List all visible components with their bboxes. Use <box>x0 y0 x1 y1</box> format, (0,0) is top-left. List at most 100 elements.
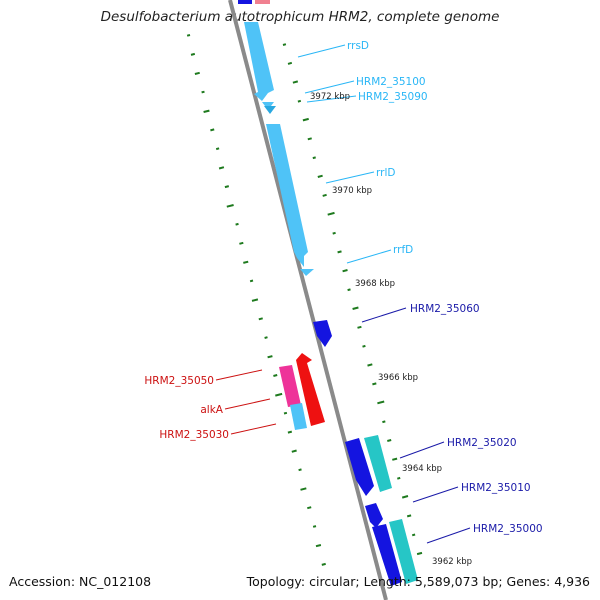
gc-tick <box>372 382 377 386</box>
label-hrm2_35010[interactable]: HRM2_35010 <box>461 482 531 494</box>
gc-tick <box>327 211 335 216</box>
label-rrfD[interactable]: rrfD <box>393 244 413 256</box>
gene-hrm2_35000[interactable] <box>372 524 402 586</box>
gc-tick <box>194 71 200 75</box>
gc-tick <box>249 279 254 283</box>
gc-tick <box>283 411 288 415</box>
gc-tick <box>243 260 249 264</box>
label-hrm2_35060[interactable]: HRM2_35060 <box>410 303 480 315</box>
gene-hrm2_35020-paired[interactable] <box>364 435 392 492</box>
gc-tick <box>203 109 210 113</box>
leader-hrm2_35060 <box>361 307 407 323</box>
gc-tick <box>251 298 259 302</box>
scale-label-3970: 3970 kbp <box>332 186 372 196</box>
gene-rrsD[interactable] <box>244 22 274 101</box>
gc-tick <box>298 468 302 472</box>
gc-tick <box>307 506 312 510</box>
leader-hrm2_35020 <box>399 441 445 459</box>
gc-tick <box>226 204 234 208</box>
genome-backbone <box>228 0 388 600</box>
gc-tick <box>392 457 398 461</box>
gene-alkA[interactable] <box>296 353 325 426</box>
gc-tick <box>312 156 316 160</box>
gc-tick <box>377 400 385 405</box>
page-title: Desulfobacterium autotrophicum HRM2, com… <box>100 9 500 25</box>
gc-tick <box>362 344 366 348</box>
gc-tick <box>411 533 416 537</box>
gc-tick <box>186 34 191 37</box>
gc-tick <box>322 193 327 197</box>
gc-tick <box>235 222 239 226</box>
gc-tick <box>307 137 312 141</box>
gc-tick <box>275 392 283 397</box>
gene-partial-top-pink[interactable] <box>255 0 270 4</box>
gc-tick <box>287 61 293 65</box>
leader-hrm2_35000 <box>426 527 471 544</box>
gene-hrm2_35020[interactable] <box>345 438 374 496</box>
label-rrlD[interactable]: rrlD <box>376 167 395 179</box>
gc-tick <box>239 241 244 245</box>
leader-rrfD <box>346 249 392 264</box>
label-hrm2_35020[interactable]: HRM2_35020 <box>447 437 517 449</box>
gc-tick <box>215 147 220 151</box>
leader-hrm2_35050 <box>215 369 263 381</box>
gene-rrfD[interactable] <box>300 269 314 276</box>
gc-tick <box>201 90 205 94</box>
scale-label-3962: 3962 kbp <box>432 557 472 567</box>
leader-hrm2_35100 <box>304 80 355 94</box>
gc-tick <box>224 185 230 189</box>
label-hrm2_35000[interactable]: HRM2_35000 <box>473 523 543 535</box>
gc-tick <box>321 562 326 566</box>
gc-tick <box>264 336 268 339</box>
label-hrm2_35050[interactable]: HRM2_35050 <box>144 375 214 387</box>
gc-tick <box>273 374 278 377</box>
leader-hrm2_35010 <box>412 486 459 503</box>
gc-tick <box>292 80 299 84</box>
gene-hrm2_35090[interactable] <box>264 106 276 114</box>
leader-rrlD <box>325 171 375 184</box>
gc-tick <box>297 99 302 103</box>
gene-hrm2_35050[interactable] <box>279 365 301 407</box>
gc-tick <box>367 363 373 367</box>
gc-tick <box>312 525 317 528</box>
gc-tick <box>218 166 225 170</box>
gc-tick <box>300 487 307 491</box>
label-hrm2_35100[interactable]: HRM2_35100 <box>356 76 426 88</box>
gc-tick <box>357 325 362 329</box>
gc-tick <box>397 476 401 480</box>
gene-partial-top-blue[interactable] <box>238 0 252 4</box>
gc-tick <box>291 449 297 453</box>
label-rrsD[interactable]: rrsD <box>347 40 369 52</box>
gc-tick <box>315 544 322 548</box>
gene-hrm2_35030[interactable] <box>290 403 307 430</box>
gene-rrlD[interactable] <box>266 124 308 267</box>
gc-tick <box>337 250 342 254</box>
gc-tick <box>287 430 293 434</box>
gc-tick <box>258 317 263 321</box>
gene-hrm2_35000-paired[interactable] <box>389 519 418 584</box>
gc-tick <box>387 439 392 442</box>
label-hrm2_35030[interactable]: HRM2_35030 <box>159 429 229 441</box>
leader-alkA <box>224 398 271 410</box>
scale-label-3968: 3968 kbp <box>355 279 395 289</box>
gc-tick <box>406 514 412 518</box>
gene-hrm2_35060[interactable] <box>313 320 332 347</box>
gc-tick <box>352 306 359 310</box>
gc-content-track-left <box>186 34 326 566</box>
leader-hrm2_35030 <box>230 423 277 435</box>
gc-tick <box>190 52 196 56</box>
accession-text: Accession: NC_012108 <box>9 574 152 589</box>
gc-tick <box>401 495 409 499</box>
gene-hrm2_35010[interactable] <box>365 503 383 528</box>
gc-tick <box>332 231 336 235</box>
leader-rrsD <box>297 44 346 58</box>
label-hrm2_35090[interactable]: HRM2_35090 <box>358 91 428 103</box>
gc-tick <box>302 117 309 122</box>
gc-tick <box>282 43 287 46</box>
gc-tick <box>210 128 215 132</box>
label-alkA[interactable]: alkA <box>200 404 223 416</box>
scale-label-3964: 3964 kbp <box>402 464 442 474</box>
gc-content-track-right <box>282 43 423 556</box>
scale-label-3966: 3966 kbp <box>378 373 418 383</box>
